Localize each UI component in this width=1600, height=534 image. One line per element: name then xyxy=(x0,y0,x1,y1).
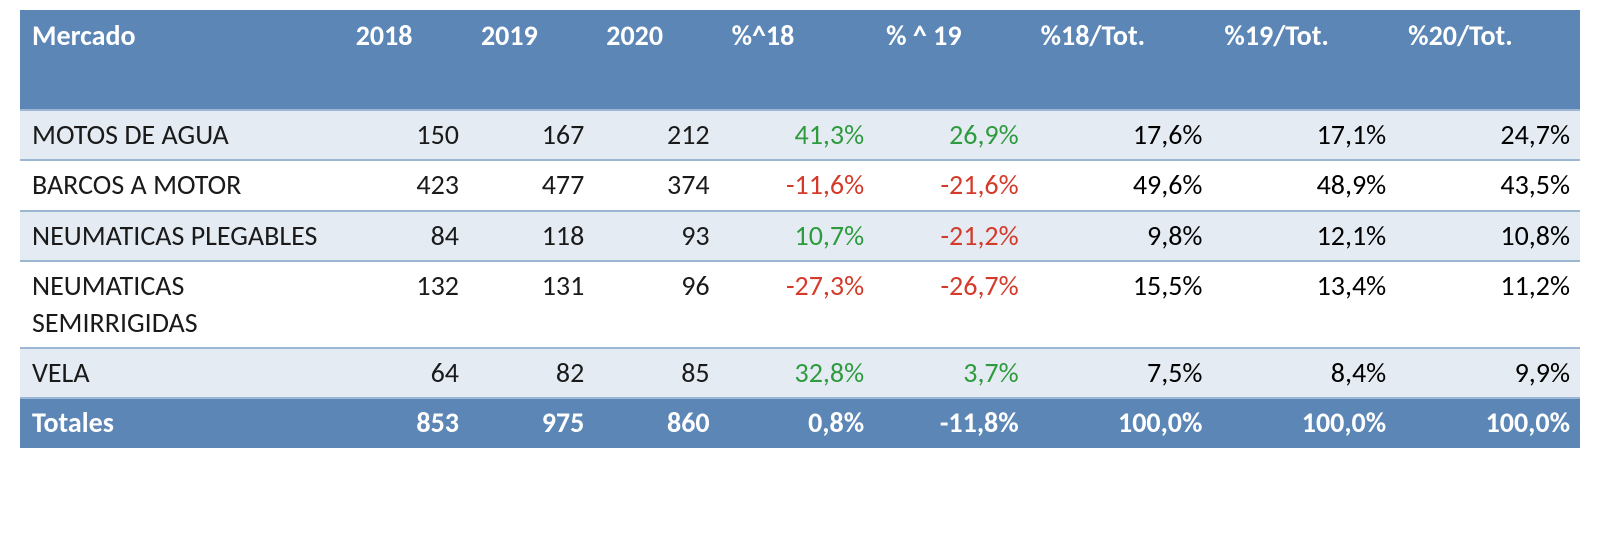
row-2019: 167 xyxy=(469,110,594,160)
row-pc19: 3,7% xyxy=(874,348,1029,398)
row-2020: 93 xyxy=(594,211,719,261)
row-2018: 423 xyxy=(344,160,469,210)
row-t18: 15,5% xyxy=(1029,261,1213,348)
row-pc19: -21,2% xyxy=(874,211,1029,261)
row-2018: 132 xyxy=(344,261,469,348)
row-t19: 12,1% xyxy=(1212,211,1396,261)
totals-2020: 860 xyxy=(594,398,719,447)
row-pc19: 26,9% xyxy=(874,110,1029,160)
col-2018: 2018 xyxy=(344,10,469,110)
totals-2018: 853 xyxy=(344,398,469,447)
row-2019: 131 xyxy=(469,261,594,348)
row-label: NEUMATICAS PLEGABLES xyxy=(20,211,344,261)
col-2020: 2020 xyxy=(594,10,719,110)
row-t18: 17,6% xyxy=(1029,110,1213,160)
market-table: Mercado 2018 2019 2020 %^18 % ^ 19 %18/T… xyxy=(20,10,1580,448)
row-2020: 96 xyxy=(594,261,719,348)
row-t19: 48,9% xyxy=(1212,160,1396,210)
row-2019: 82 xyxy=(469,348,594,398)
col-2019: 2019 xyxy=(469,10,594,110)
row-pc18: 32,8% xyxy=(720,348,875,398)
table-header-row: Mercado 2018 2019 2020 %^18 % ^ 19 %18/T… xyxy=(20,10,1580,110)
row-pc18: -11,6% xyxy=(720,160,875,210)
totals-t19: 100,0% xyxy=(1212,398,1396,447)
totals-pc18: 0,8% xyxy=(720,398,875,447)
totals-label: Totales xyxy=(20,398,344,447)
row-t19: 17,1% xyxy=(1212,110,1396,160)
col-tot18: %18/Tot. xyxy=(1029,10,1213,110)
table-row: BARCOS A MOTOR423477374-11,6%-21,6%49,6%… xyxy=(20,160,1580,210)
row-label: VELA xyxy=(20,348,344,398)
row-t18: 9,8% xyxy=(1029,211,1213,261)
row-label: NEUMATICAS SEMIRRIGIDAS xyxy=(20,261,344,348)
row-t19: 13,4% xyxy=(1212,261,1396,348)
totals-2019: 975 xyxy=(469,398,594,447)
col-pct18: %^18 xyxy=(720,10,875,110)
col-pct19: % ^ 19 xyxy=(874,10,1029,110)
table-row: NEUMATICAS PLEGABLES841189310,7%-21,2%9,… xyxy=(20,211,1580,261)
row-2019: 477 xyxy=(469,160,594,210)
row-t18: 49,6% xyxy=(1029,160,1213,210)
row-label: BARCOS A MOTOR xyxy=(20,160,344,210)
row-t20: 10,8% xyxy=(1396,211,1580,261)
row-pc18: 10,7% xyxy=(720,211,875,261)
row-t20: 9,9% xyxy=(1396,348,1580,398)
row-2020: 212 xyxy=(594,110,719,160)
row-t19: 8,4% xyxy=(1212,348,1396,398)
row-label: MOTOS DE AGUA xyxy=(20,110,344,160)
row-t20: 11,2% xyxy=(1396,261,1580,348)
row-t20: 24,7% xyxy=(1396,110,1580,160)
row-2018: 64 xyxy=(344,348,469,398)
row-2020: 374 xyxy=(594,160,719,210)
totals-pc19: -11,8% xyxy=(874,398,1029,447)
totals-row: Totales 853 975 860 0,8% -11,8% 100,0% 1… xyxy=(20,398,1580,447)
row-2020: 85 xyxy=(594,348,719,398)
table-row: NEUMATICAS SEMIRRIGIDAS13213196-27,3%-26… xyxy=(20,261,1580,348)
row-2019: 118 xyxy=(469,211,594,261)
col-tot19: %19/Tot. xyxy=(1212,10,1396,110)
totals-t20: 100,0% xyxy=(1396,398,1580,447)
row-pc19: -21,6% xyxy=(874,160,1029,210)
table-body: MOTOS DE AGUA15016721241,3%26,9%17,6%17,… xyxy=(20,110,1580,398)
row-2018: 84 xyxy=(344,211,469,261)
col-tot20: %20/Tot. xyxy=(1396,10,1580,110)
row-pc18: -27,3% xyxy=(720,261,875,348)
col-mercado: Mercado xyxy=(20,10,344,110)
row-pc18: 41,3% xyxy=(720,110,875,160)
row-pc19: -26,7% xyxy=(874,261,1029,348)
table-row: VELA64828532,8%3,7%7,5%8,4%9,9% xyxy=(20,348,1580,398)
table-row: MOTOS DE AGUA15016721241,3%26,9%17,6%17,… xyxy=(20,110,1580,160)
totals-t18: 100,0% xyxy=(1029,398,1213,447)
row-t20: 43,5% xyxy=(1396,160,1580,210)
row-t18: 7,5% xyxy=(1029,348,1213,398)
row-2018: 150 xyxy=(344,110,469,160)
